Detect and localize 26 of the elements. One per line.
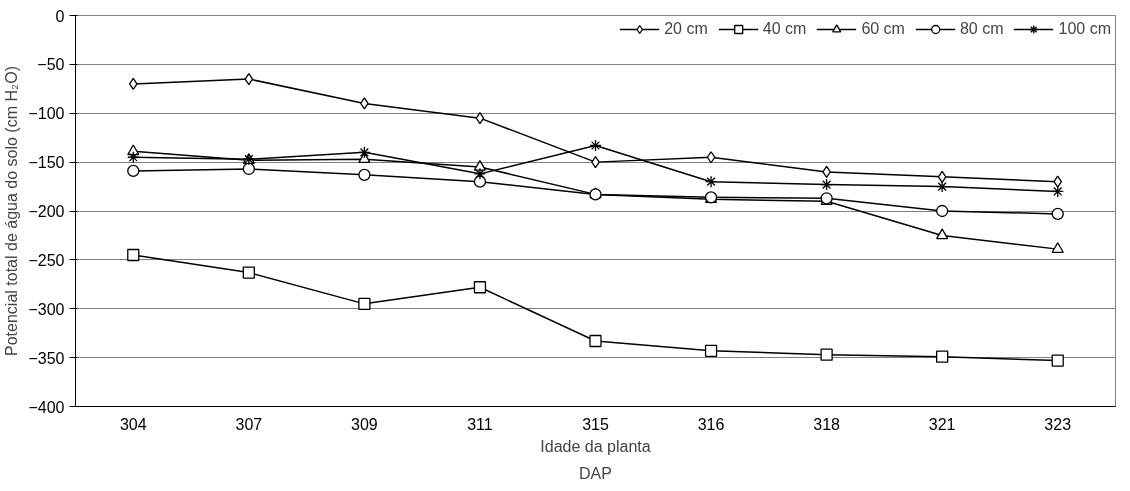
y-tick-label: −250	[28, 251, 65, 269]
legend-label: 40 cm	[762, 20, 807, 38]
x-tick-label: 307	[235, 415, 263, 433]
legend-label: 80 cm	[959, 20, 1004, 38]
y-tick-label: −200	[28, 203, 65, 220]
x-tick-label: 315	[582, 415, 609, 433]
x-tick-label: 323	[1044, 415, 1072, 433]
y-tick-label: −400	[28, 398, 65, 416]
text: DAP	[579, 464, 612, 482]
y-tick-label: −300	[28, 300, 65, 318]
y-tick-label: −50	[37, 56, 65, 74]
y-tick-label: 0	[55, 7, 65, 25]
legend-label: 60 cm	[861, 20, 905, 38]
x-tick-label: 318	[813, 415, 841, 433]
y-tick-label: −100	[28, 105, 65, 123]
y-axis-title: Potencial total de água do solo (cm H₂O)	[3, 66, 21, 356]
y-tick-label: −350	[28, 349, 65, 367]
x-tick-label: 309	[351, 415, 378, 433]
x-tick-label: 311	[467, 415, 493, 433]
x-tick-label: 316	[697, 415, 725, 433]
legend-label: 20 cm	[664, 20, 708, 38]
legend-label: 100 cm	[1058, 20, 1111, 38]
x-axis-title: Idade da planta	[540, 437, 651, 455]
x-tick-label: 304	[119, 415, 147, 433]
x-tick-label: 321	[928, 415, 956, 433]
y-tick-label: −150	[28, 154, 65, 172]
